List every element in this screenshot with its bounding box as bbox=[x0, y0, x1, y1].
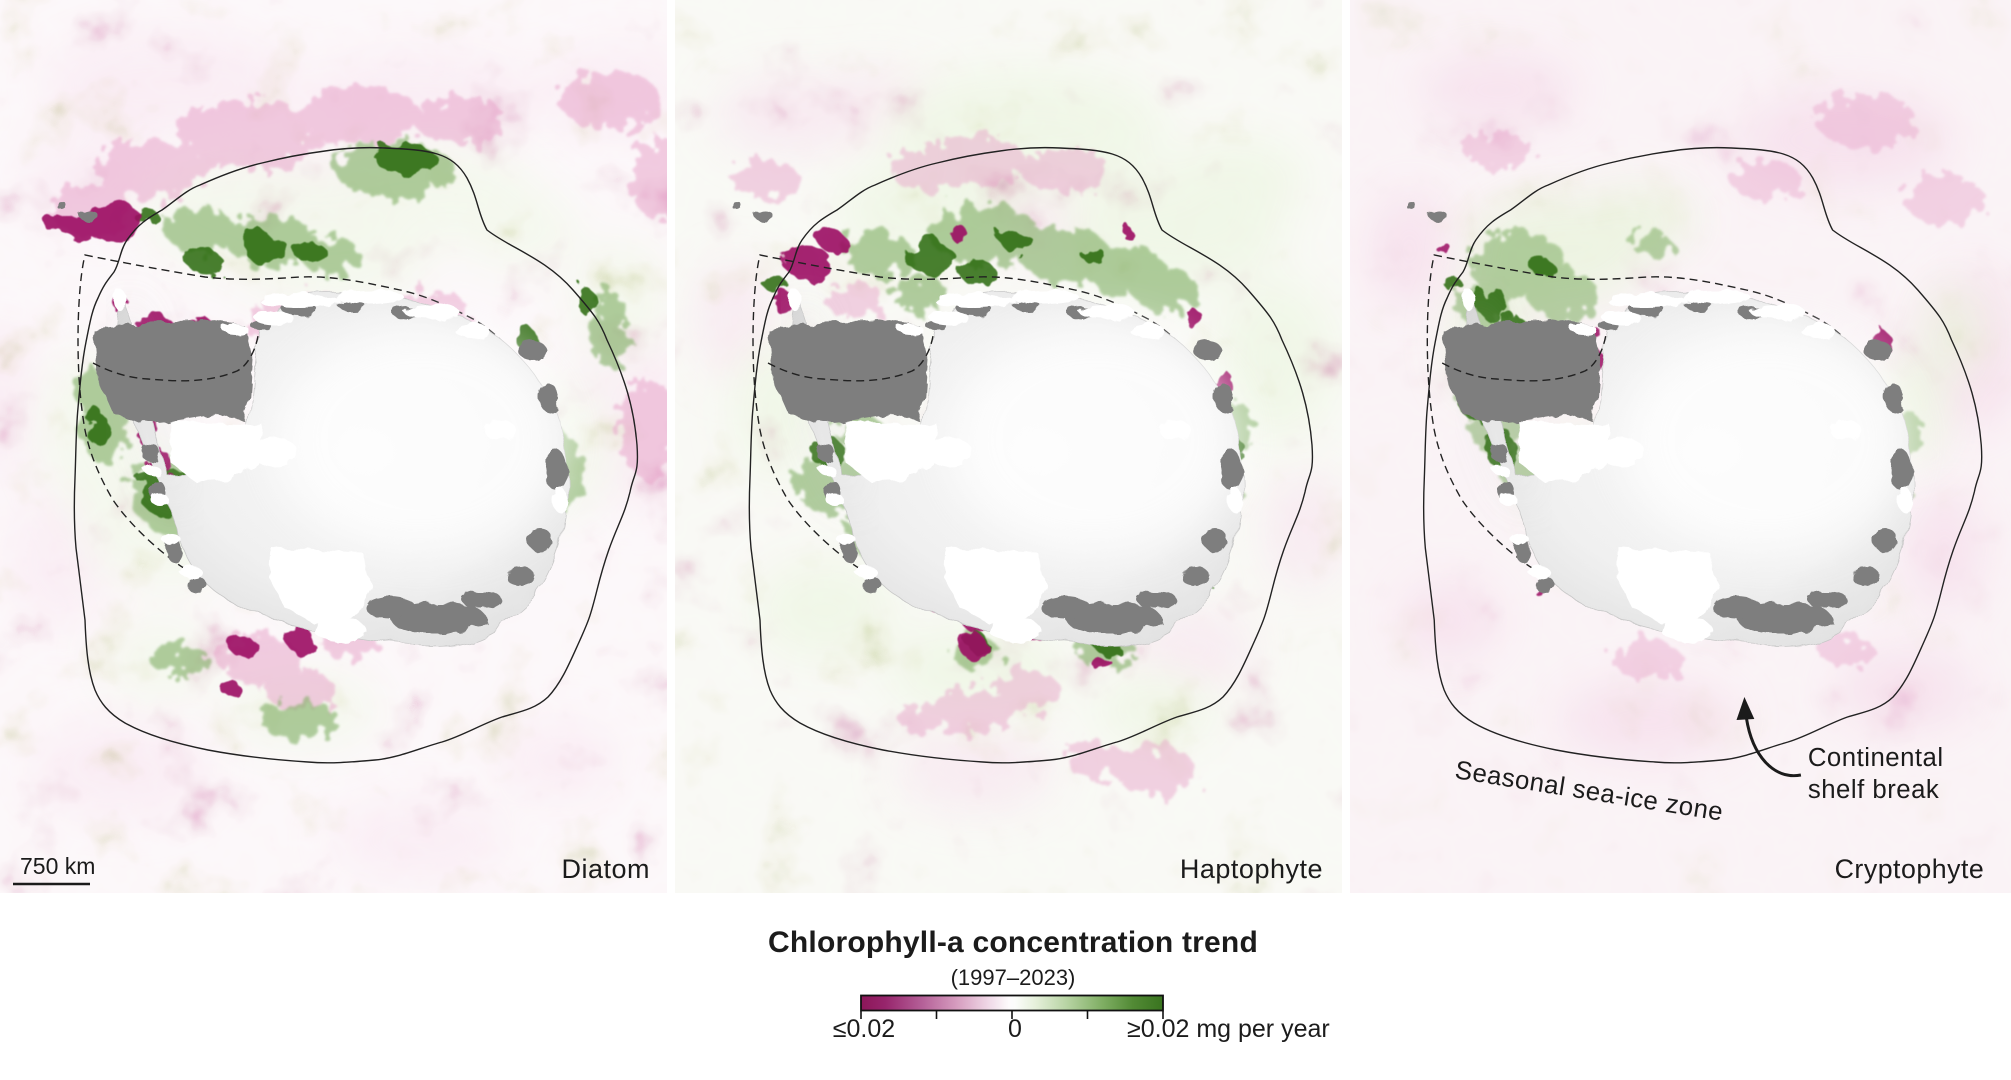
panel-label-cryptophyte: Cryptophyte bbox=[1835, 854, 1985, 884]
map-panel-cryptophyte: Seasonal sea-ice zone Continental shelf … bbox=[1350, 0, 2011, 893]
map-panel-diatom: 750 km Diatom bbox=[0, 0, 667, 893]
colorbar-label-min: ≤0.02 bbox=[832, 1015, 896, 1043]
colorbar-ticks bbox=[860, 1011, 1164, 1019]
panel-label-haptophyte: Haptophyte bbox=[1180, 854, 1323, 884]
trend-blob-group bbox=[1463, 92, 1985, 680]
panel-label-diatom: Diatom bbox=[561, 854, 650, 884]
shelf-break-arrow bbox=[1744, 717, 1802, 778]
shelf-break-arrowhead-icon bbox=[1736, 697, 1755, 720]
colorbar bbox=[859, 994, 1167, 1029]
colorbar-label-zero: 0 bbox=[1008, 1015, 1022, 1043]
shelf-break-annotation: Continental shelf break bbox=[1736, 697, 1943, 804]
map-panel-haptophyte: Haptophyte bbox=[675, 0, 1342, 893]
shelf-break-annotation-line1: Continental bbox=[1808, 744, 1944, 772]
scale-bar: 750 km bbox=[13, 853, 95, 886]
colorbar-gradient bbox=[860, 994, 1164, 1012]
legend-title: Chlorophyll-a concentration trend bbox=[768, 926, 1258, 959]
scale-bar-label: 750 km bbox=[20, 853, 95, 879]
trend-blob-group bbox=[730, 135, 1195, 795]
legend-subtitle: (1997–2023) bbox=[950, 965, 1076, 990]
shelf-break-annotation-line2: shelf break bbox=[1808, 776, 1939, 804]
colorbar-label-max: ≥0.02 mg per year bbox=[1127, 1015, 1330, 1043]
legend: Chlorophyll-a concentration trend (1997–… bbox=[663, 893, 1363, 1080]
